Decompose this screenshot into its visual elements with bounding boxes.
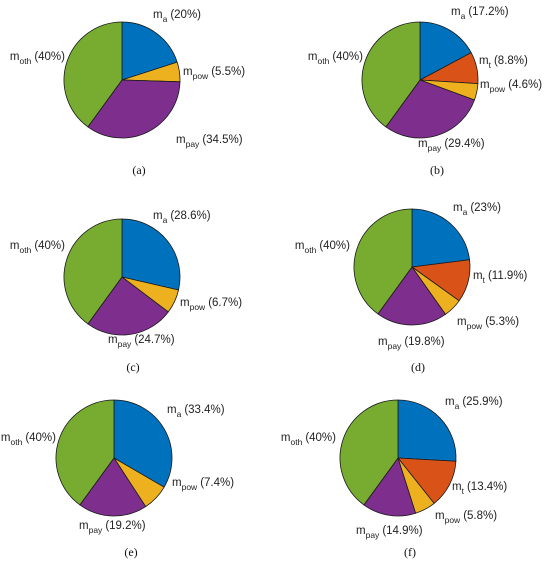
panel-caption: (f) bbox=[404, 545, 416, 559]
pie-slice-m-pay bbox=[363, 457, 417, 517]
slice-label-m-pay: mpay (14.9%) bbox=[356, 525, 423, 540]
slice-label-m-a: ma (23%) bbox=[453, 202, 501, 217]
slice-label-m-pay: mpay (34.5%) bbox=[176, 134, 243, 149]
pie-slice-m-a bbox=[113, 399, 173, 488]
pie-panel: ma (28.6%) mpow (6.7%) mpay (24.7%) moth (40%) (… bbox=[10, 210, 242, 374]
slice-label-m-oth: moth (40%) bbox=[308, 51, 363, 66]
slice-label-m-a: ma (28.6%) bbox=[153, 210, 211, 225]
panel-caption: (d) bbox=[411, 360, 425, 374]
pie-slice-m-a bbox=[419, 21, 472, 81]
slice-label-m-a: ma (17.2%) bbox=[451, 6, 509, 21]
pie-slice-m-oth bbox=[63, 218, 123, 325]
slice-label-m-a: ma (33.4%) bbox=[167, 404, 225, 419]
pie-slice-m-pay bbox=[87, 276, 169, 336]
pie-slice-m-a bbox=[121, 218, 181, 291]
slice-label-m-t: mt (8.8%) bbox=[479, 55, 528, 70]
pie-slice-m-oth bbox=[63, 21, 123, 128]
pie-panel: ma (33.4%) mpow (7.4%) mpay (19.2%) moth (40%) (… bbox=[1, 399, 234, 559]
slice-label-m-oth: moth (40%) bbox=[1, 432, 56, 447]
panel-caption: (a) bbox=[132, 163, 145, 177]
slice-label-m-pow: mpow (5.8%) bbox=[435, 510, 497, 525]
pie-slice-m-oth bbox=[339, 399, 399, 506]
slice-label-m-pow: mpow (7.4%) bbox=[172, 477, 234, 492]
pie-slice-m-a bbox=[411, 208, 470, 268]
panel-caption: (e) bbox=[124, 545, 137, 559]
slice-label-m-t: mt (13.4%) bbox=[452, 481, 507, 496]
pie-slice-m-oth bbox=[353, 208, 413, 315]
pie-panel: ma (20%) mpow (5.5%) mpay (34.5%) moth (40%) (a) bbox=[10, 9, 245, 177]
slice-label-m-oth: moth (40%) bbox=[281, 432, 336, 447]
slice-label-m-pow: mpow (6.7%) bbox=[180, 297, 242, 312]
panel-caption: (b) bbox=[430, 163, 444, 177]
pie-panel: ma (25.9%) mt (13.4%) mpow (5.8%) mpay (14.9%) m… bbox=[281, 396, 508, 559]
slice-label-m-a: ma (20%) bbox=[153, 9, 201, 24]
pie-slice-m-oth bbox=[55, 399, 115, 506]
slice-label-m-pay: mpay (24.7%) bbox=[108, 334, 175, 349]
panel-caption: (c) bbox=[126, 360, 139, 374]
pie-slice-m-a bbox=[121, 21, 178, 81]
pie-slice-m-pay bbox=[79, 457, 147, 517]
pie-panel: ma (17.2%) mt (8.8%) mpow (4.6%) mpay (29.4%) mo… bbox=[308, 6, 542, 177]
slice-label-m-oth: moth (40%) bbox=[10, 51, 65, 66]
slice-label-m-oth: moth (40%) bbox=[295, 240, 350, 255]
pie-panel: ma (23%) mt (11.9%) mpow (5.3%) mpay (19.8%) mot… bbox=[295, 202, 528, 374]
slice-label-m-pay: mpay (19.8%) bbox=[378, 336, 445, 351]
pie-slice-m-pay bbox=[87, 79, 181, 139]
slice-label-m-oth: moth (40%) bbox=[10, 240, 65, 255]
slice-label-m-pay: mpay (19.2%) bbox=[79, 520, 146, 535]
pie-slice-m-pay bbox=[377, 266, 447, 326]
slice-label-m-pow: mpow (5.5%) bbox=[183, 66, 245, 81]
pie-slice-m-a bbox=[397, 399, 457, 462]
slice-label-m-t: mt (11.9%) bbox=[473, 270, 528, 285]
slice-label-m-pow: mpow (5.3%) bbox=[457, 316, 519, 331]
slice-label-m-a: ma (25.9%) bbox=[445, 396, 503, 411]
slice-label-m-pay: mpay (29.4%) bbox=[418, 138, 485, 153]
slice-label-m-pow: mpow (4.6%) bbox=[480, 79, 542, 94]
pie-slice-m-oth bbox=[361, 21, 421, 128]
pie-slice-m-pay bbox=[385, 79, 475, 139]
